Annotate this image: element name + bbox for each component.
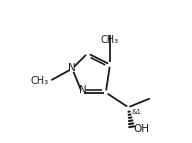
Text: CH₃: CH₃	[101, 35, 119, 45]
Text: CH₃: CH₃	[31, 76, 49, 86]
Text: &1: &1	[132, 109, 142, 115]
Text: OH: OH	[134, 124, 150, 134]
Text: N: N	[79, 85, 87, 95]
Text: N: N	[68, 63, 76, 73]
